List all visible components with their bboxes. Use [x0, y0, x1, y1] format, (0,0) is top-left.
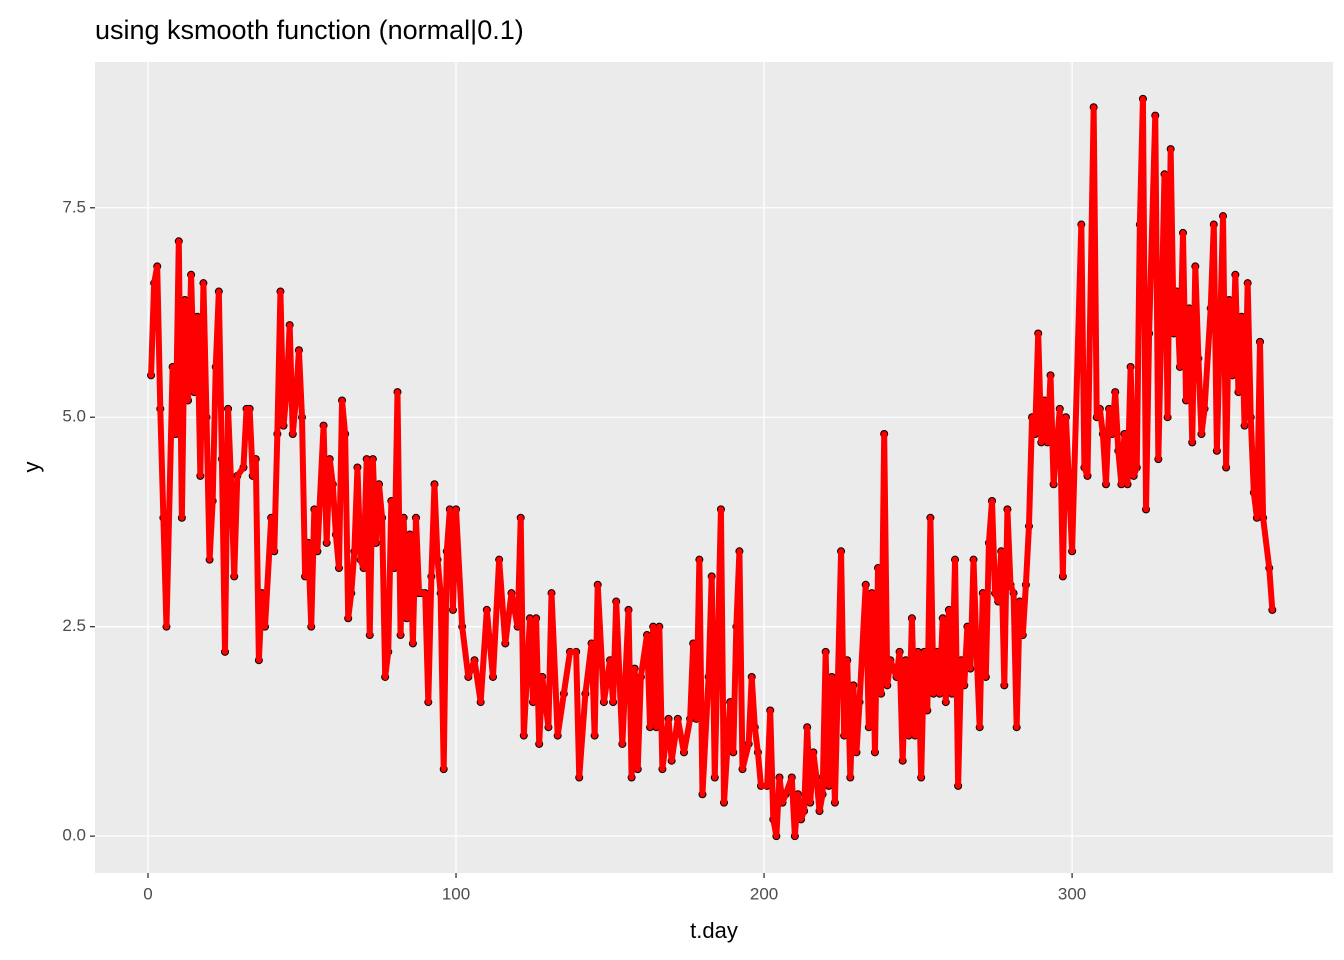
- y-tick-label: 5.0: [62, 407, 86, 426]
- x-tick-label: 300: [1058, 884, 1086, 903]
- y-tick-label: 7.5: [62, 197, 86, 216]
- chart-title: using ksmooth function (normal|0.1): [95, 15, 524, 45]
- y-axis-label: y: [19, 462, 44, 473]
- x-tick-label: 200: [750, 884, 778, 903]
- x-axis-label: t.day: [690, 918, 738, 943]
- y-tick-label: 2.5: [62, 616, 86, 635]
- data-line: [148, 95, 1276, 840]
- x-tick-label: 0: [143, 884, 152, 903]
- x-tick-label: 100: [442, 884, 470, 903]
- y-tick-label: 0.0: [62, 826, 86, 845]
